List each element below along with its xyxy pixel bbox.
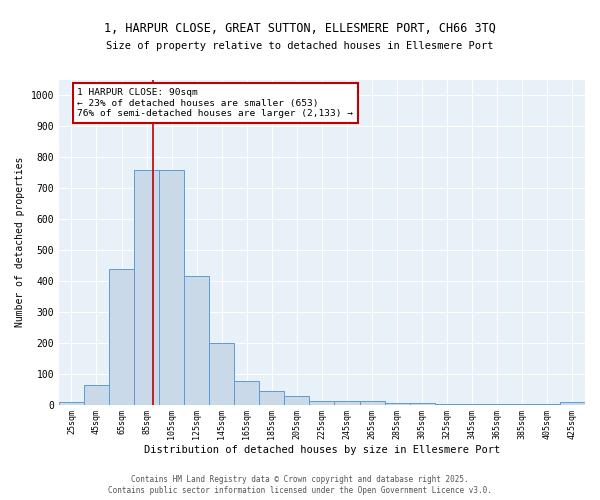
Bar <box>259 390 284 404</box>
Bar <box>84 386 109 404</box>
Bar <box>284 396 310 404</box>
Bar <box>109 268 134 404</box>
Text: 1, HARPUR CLOSE, GREAT SUTTON, ELLESMERE PORT, CH66 3TQ: 1, HARPUR CLOSE, GREAT SUTTON, ELLESMERE… <box>104 22 496 36</box>
Bar <box>234 382 259 404</box>
Bar <box>59 402 84 404</box>
Bar <box>385 403 410 404</box>
Bar <box>359 402 385 404</box>
X-axis label: Distribution of detached houses by size in Ellesmere Port: Distribution of detached houses by size … <box>144 445 500 455</box>
Bar <box>334 401 359 404</box>
Text: Contains public sector information licensed under the Open Government Licence v3: Contains public sector information licen… <box>108 486 492 495</box>
Text: Contains HM Land Registry data © Crown copyright and database right 2025.: Contains HM Land Registry data © Crown c… <box>131 475 469 484</box>
Y-axis label: Number of detached properties: Number of detached properties <box>15 157 25 328</box>
Bar <box>134 170 159 404</box>
Text: Size of property relative to detached houses in Ellesmere Port: Size of property relative to detached ho… <box>106 41 494 51</box>
Bar <box>560 402 585 404</box>
Bar <box>310 401 334 404</box>
Bar <box>209 343 234 404</box>
Text: 1 HARPUR CLOSE: 90sqm
← 23% of detached houses are smaller (653)
76% of semi-det: 1 HARPUR CLOSE: 90sqm ← 23% of detached … <box>77 88 353 118</box>
Bar <box>159 170 184 404</box>
Bar <box>184 276 209 404</box>
